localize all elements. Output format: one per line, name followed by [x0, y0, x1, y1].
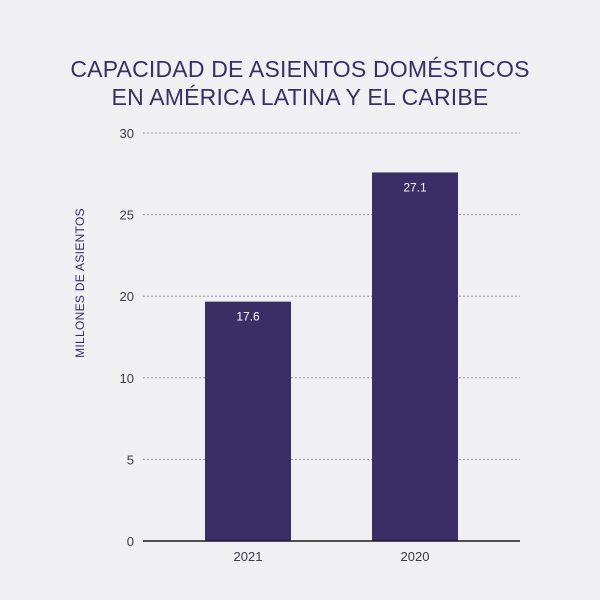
chart-title-line-2: EN AMÉRICA LATINA Y EL CARIBE — [111, 84, 489, 110]
data-label: 27.1 — [403, 180, 427, 194]
y-tick-label: 20 — [120, 289, 134, 304]
y-tick-label: 5 — [127, 452, 134, 467]
bar — [372, 172, 458, 541]
y-tick-label: 25 — [120, 208, 134, 223]
bar — [205, 301, 291, 541]
y-tick-label: 10 — [120, 371, 134, 386]
data-label: 17.6 — [236, 310, 260, 324]
y-tick-label: 0 — [127, 534, 134, 549]
x-tick-label: 2021 — [234, 549, 263, 564]
chart-title: CAPACIDAD DE ASIENTOS DOMÉSTICOS EN AMÉR… — [0, 55, 600, 111]
chart-title-line-1: CAPACIDAD DE ASIENTOS DOMÉSTICOS — [70, 56, 530, 82]
y-tick-label: 30 — [120, 126, 134, 141]
x-tick-label: 2020 — [401, 549, 430, 564]
